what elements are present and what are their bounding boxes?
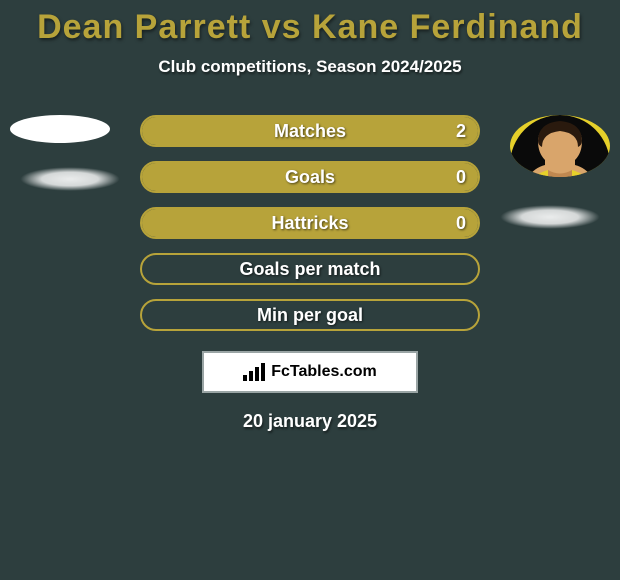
fctables-badge[interactable]: FcTables.com: [202, 351, 418, 393]
stat-bar-label: Hattricks: [271, 213, 348, 234]
stat-bar-label: Min per goal: [257, 305, 363, 326]
stat-bar: 0 Goals: [140, 161, 480, 193]
stat-bar: 0 Hattricks: [140, 207, 480, 239]
badge-text: FcTables.com: [271, 363, 377, 381]
player-left-avatar: [10, 115, 110, 143]
comparison-date: 20 january 2025: [0, 411, 620, 432]
avatar-photo-icon: [510, 115, 610, 177]
page-title: Dean Parrett vs Kane Ferdinand: [0, 0, 620, 47]
stat-bar: Goals per match: [140, 253, 480, 285]
stat-bar-value: 0: [456, 167, 466, 188]
stat-bars: 2 Matches 0 Goals 0 Hattricks Goals per match M…: [140, 115, 480, 331]
bar-chart-icon: [243, 363, 265, 381]
player-right-shadow: [500, 205, 600, 229]
stat-bar: 2 Matches: [140, 115, 480, 147]
stat-bar-value: 0: [456, 213, 466, 234]
stat-bar: Min per goal: [140, 299, 480, 331]
comparison-content: 2 Matches 0 Goals 0 Hattricks Goals per match M…: [0, 115, 620, 331]
page-subtitle: Club competitions, Season 2024/2025: [0, 57, 620, 77]
player-right-avatar: [510, 115, 610, 177]
stat-bar-label: Goals: [285, 167, 335, 188]
player-left-shadow: [20, 167, 120, 191]
stat-bar-value: 2: [456, 121, 466, 142]
stat-bar-label: Matches: [274, 121, 346, 142]
stat-bar-label: Goals per match: [239, 259, 380, 280]
